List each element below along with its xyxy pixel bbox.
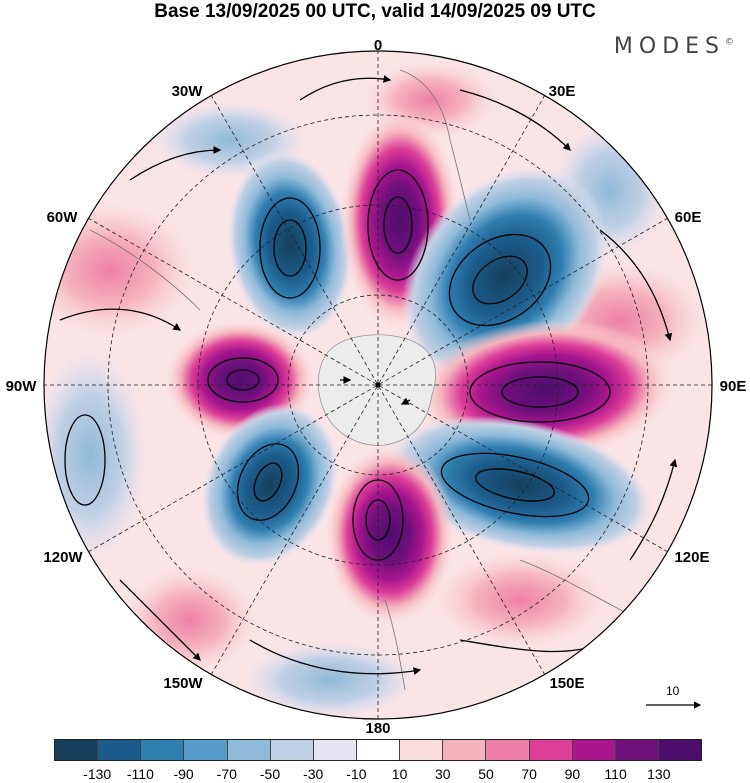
lon-label-150w: 150W [163, 675, 203, 692]
lon-label-180: 180 [365, 720, 390, 735]
anticyclonic-vortex [226, 369, 260, 391]
positive-anomaly-center [325, 445, 455, 625]
lon-label-90e: 90E [720, 378, 747, 395]
lon-label-30e: 30E [549, 83, 576, 100]
map-boundary [43, 50, 713, 720]
colorbar-tick-label: -10 [346, 766, 367, 782]
cyclonic-vortex [64, 414, 106, 506]
colorbar-tick-label: 130 [647, 766, 671, 782]
colorbar-swatch [615, 740, 659, 760]
colorbar-swatch [658, 740, 702, 760]
colorbar-swatch [227, 740, 271, 760]
lon-label-0: 0 [374, 37, 382, 54]
lon-label-60w: 60W [47, 209, 79, 226]
anticyclonic-vortex [352, 479, 404, 561]
colorbar-tick-label: 90 [564, 766, 581, 782]
south-pole-marker [375, 382, 381, 388]
colorbar-tick-label: 30 [435, 766, 451, 782]
lon-label-150e: 150E [549, 675, 584, 692]
streamline [59, 308, 182, 331]
cyclonic-vortex [273, 219, 307, 277]
colorbar-tick-label: 110 [604, 766, 627, 782]
coastline [399, 69, 471, 221]
colorbar-tick-label: 50 [478, 766, 494, 782]
weak-negative-anomaly [240, 640, 420, 719]
colorbar-tick-label: -70 [216, 766, 237, 782]
colorbar-tick-label: -30 [303, 766, 324, 782]
streamline [459, 89, 571, 151]
streamline [249, 639, 422, 675]
colorbar-tick-label: -110 [126, 766, 154, 782]
colorbar-swatch [141, 740, 185, 760]
cyclonic-vortex [448, 233, 552, 327]
coastline [384, 599, 406, 691]
lon-label-90w: 90W [6, 378, 38, 395]
polar-map: 0 30W 30E 60W 60E 90W 90E 120W 120E 150W… [6, 37, 747, 735]
lon-label-120w: 120W [43, 549, 83, 566]
anticyclonic-vortex [367, 169, 429, 281]
weak-negative-anomaly [44, 345, 150, 565]
reference-vector-label: 10 [646, 684, 679, 698]
cyclonic-vortex [236, 443, 300, 521]
colorbar-swatch [184, 740, 228, 760]
colorbar-swatch [55, 740, 99, 760]
wind-streamlines [59, 75, 678, 675]
streamline [119, 579, 201, 661]
page-title: Base 13/09/2025 00 UTC, valid 14/09/2025… [154, 1, 596, 22]
colorbar-swatch [400, 740, 444, 760]
cyclonic-vortex [475, 468, 555, 502]
colorbar-swatch [313, 740, 357, 760]
anticyclonic-vortex [365, 499, 391, 541]
colorbar-tick-label: 70 [521, 766, 537, 782]
cyclonic-vortex [259, 197, 321, 299]
brand-mark: © [725, 37, 734, 48]
colorbar-tick-label: -130 [83, 766, 112, 782]
colorbar-swatch [529, 740, 573, 760]
brand-text: MODES [613, 34, 725, 59]
streamline [299, 75, 392, 101]
colorbar-ticks: -130 -110 -90 -70 -50 -30 -10 10 30 50 70 90 110 130 [54, 766, 702, 783]
streamline [400, 397, 411, 405]
anticyclonic-vortex [469, 361, 611, 423]
lon-label-60e: 60E [675, 209, 702, 226]
antarctica-landmass [317, 334, 436, 446]
colorbar-tick-label: 10 [391, 766, 408, 782]
lon-label-120e: 120E [674, 549, 709, 566]
lon-label-30w: 30W [172, 83, 204, 100]
colorbar-swatch [356, 740, 401, 760]
colorbar-swatch [270, 740, 314, 760]
colorbar-swatch [443, 740, 487, 760]
colorbar-swatch [486, 740, 530, 760]
anticyclonic-vortex [501, 376, 579, 408]
streamline [599, 229, 673, 342]
streamline [629, 458, 678, 561]
cyclonic-vortex [253, 462, 283, 502]
anomaly-field [44, 51, 712, 719]
coastline [89, 229, 201, 311]
colorbar-tick-label: -50 [259, 766, 281, 782]
negative-anomaly-center [227, 150, 353, 340]
cyclonic-vortex [472, 255, 528, 305]
colorbar-tick-label: -90 [173, 766, 194, 782]
weak-positive-anomaly [430, 550, 610, 650]
colorbar [54, 739, 702, 761]
reference-vector-value: 10 [666, 684, 680, 698]
negative-anomaly-center [201, 403, 339, 567]
colorbar-swatch [98, 740, 142, 760]
brand-logo: MODES© [614, 34, 734, 59]
colorbar-swatch [572, 740, 616, 760]
cyclonic-vortex [440, 452, 590, 518]
graticule [44, 51, 712, 719]
streamline [129, 146, 222, 181]
anticyclonic-vortex [207, 357, 279, 403]
anticyclonic-vortex [383, 196, 413, 254]
